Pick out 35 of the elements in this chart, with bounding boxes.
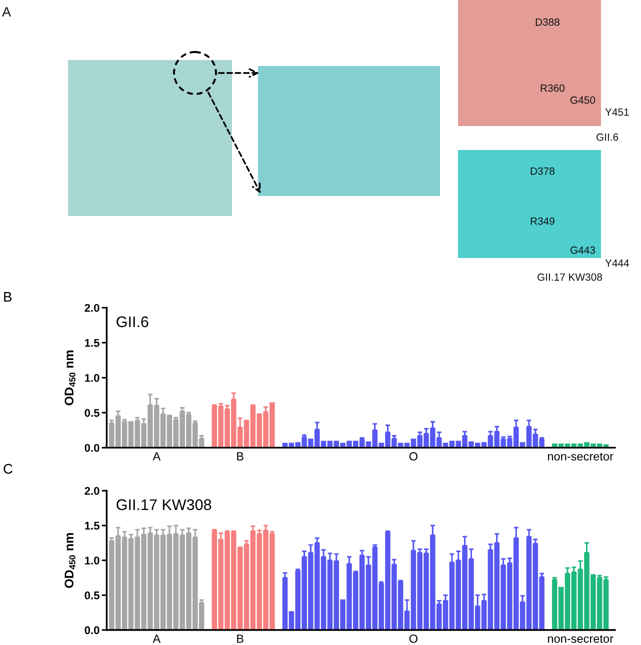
text: B — [4, 292, 12, 302]
x-tick-label: A — [152, 452, 161, 460]
y-axis-title: OD$_{450}$ nm — [64, 350, 76, 406]
text: D378 — [530, 167, 554, 175]
text: D388 — [536, 18, 560, 26]
y-tick-label: 1.5 — [85, 339, 100, 347]
y-tick-label: 1.0 — [85, 374, 100, 382]
chart-title: GII.6 — [116, 316, 148, 328]
x-tick-label: B — [237, 452, 244, 460]
text: Y444 — [605, 260, 630, 267]
y-axis-title: OD$_{450}$ nm — [64, 533, 76, 588]
y-tick-label: 1.0 — [85, 556, 100, 564]
y-tick-label: 2.0 — [84, 486, 100, 495]
text: GII.17 KW308 — [538, 273, 602, 281]
x-tick-label: O — [409, 634, 418, 643]
x-tick-label: non-secretor — [548, 635, 614, 643]
chart-title: GII.17 KW308 — [116, 499, 212, 510]
x-tick-label: non-secretor — [548, 452, 614, 461]
y-tick-label: 0.0 — [84, 626, 100, 634]
text: C — [4, 464, 12, 474]
y-tick-label: 2.0 — [84, 304, 100, 312]
text: R349 — [530, 217, 554, 225]
y-tick-label: 1.5 — [85, 522, 100, 530]
text: GII.6 — [596, 133, 618, 141]
x-tick-label: A — [152, 634, 161, 643]
text: R360 — [540, 84, 564, 92]
text: Y451 — [605, 108, 629, 116]
text: A — [2, 7, 12, 16]
x-tick-label: O — [409, 452, 418, 461]
y-tick-label: 0.0 — [84, 444, 100, 452]
y-tick-label: 0.5 — [84, 591, 100, 600]
y-tick-label: 0.5 — [84, 408, 100, 417]
text: G450 — [570, 96, 596, 104]
x-tick-label: B — [237, 634, 244, 643]
text: G443 — [570, 246, 596, 254]
